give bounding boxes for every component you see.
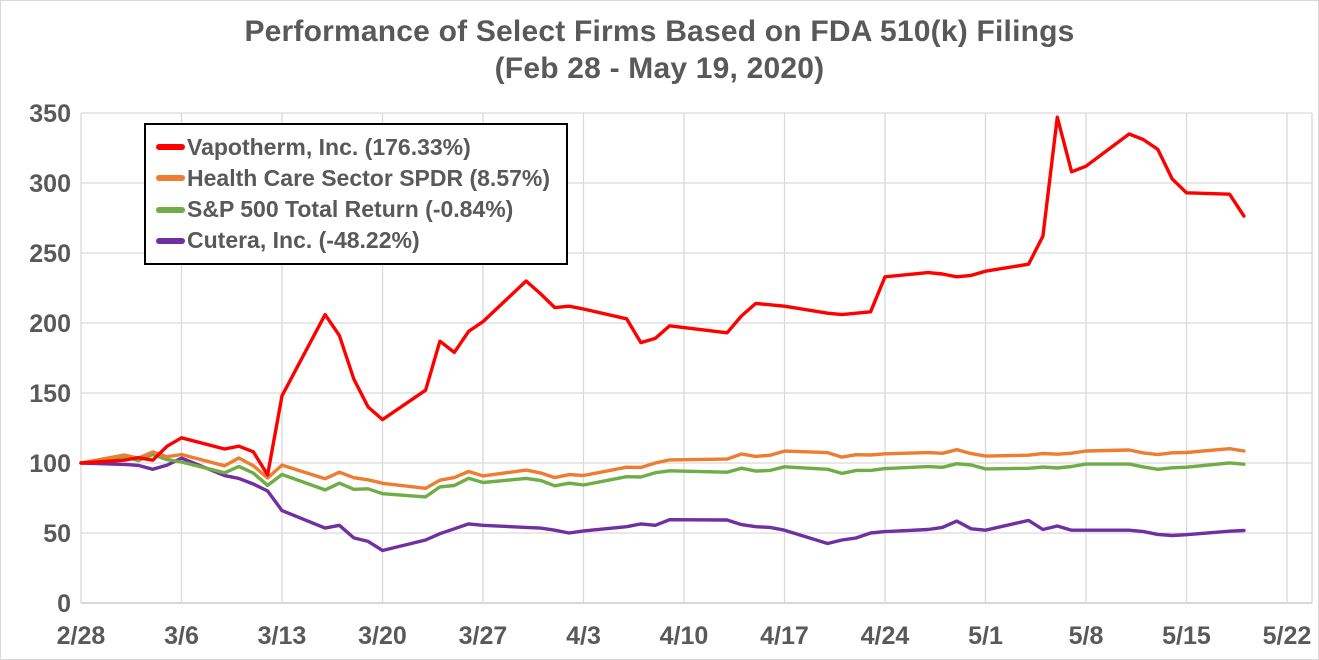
x-axis-label: 4/24 [861,622,910,650]
y-axis-label: 50 [43,520,71,548]
legend-item-vapotherm: Vapotherm, Inc. (176.33%) [156,134,556,160]
series-line-cutera [79,456,1246,553]
legend-item-sp500-total-return: S&P 500 Total Return (-0.84%) [156,196,556,223]
chart-legend: Vapotherm, Inc. (176.33%) Health Care Se… [144,123,568,265]
series-line-vapotherm [79,115,1246,477]
y-axis-label: 350 [29,100,71,128]
y-axis-label: 150 [29,380,71,408]
y-axis-label: 200 [29,310,71,338]
x-axis-label: 3/20 [358,622,407,650]
x-axis-label: 4/10 [660,622,709,650]
x-axis-label: 2/28 [57,622,106,650]
legend-item-health-care-spdr: Health Care Sector SPDR (8.57%) [156,165,556,191]
x-axis-label: 4/17 [760,622,809,650]
x-axis-label: 5/15 [1162,622,1211,650]
legend-label: Health Care Sector SPDR (8.57%) [187,164,551,191]
y-axis-label: 100 [29,450,71,478]
y-axis-label: 0 [57,590,71,618]
y-axis-label: 300 [29,170,71,198]
legend-label: Cutera, Inc. (-48.22%) [187,227,420,254]
chart-subtitle: (Feb 28 - May 19, 2020) [494,52,825,85]
chart-title-block: Performance of Select Firms Based on FDA… [1,13,1318,87]
x-axis-label: 4/3 [566,622,601,650]
x-axis-label: 5/1 [968,622,1003,650]
chart-title: Performance of Select Firms Based on FDA… [244,15,1075,48]
y-axis-label: 250 [29,240,71,268]
legend-label: Vapotherm, Inc. (176.33%) [187,133,471,160]
x-axis-label: 3/6 [164,622,199,650]
legend-marker-icon [156,206,185,213]
legend-marker-icon [156,144,185,150]
series-line-health [79,447,1246,490]
x-axis-label: 3/13 [258,622,307,650]
x-axis-label: 5/8 [1069,622,1104,650]
x-axis-label: 5/22 [1263,622,1312,650]
legend-marker-icon [156,175,185,182]
legend-label: S&P 500 Total Return (-0.84%) [187,196,514,223]
legend-marker-icon [156,237,185,244]
series-line-sp [79,452,1246,499]
x-axis-label: 3/27 [459,622,508,650]
legend-item-cutera: Cutera, Inc. (-48.22%) [156,227,556,254]
